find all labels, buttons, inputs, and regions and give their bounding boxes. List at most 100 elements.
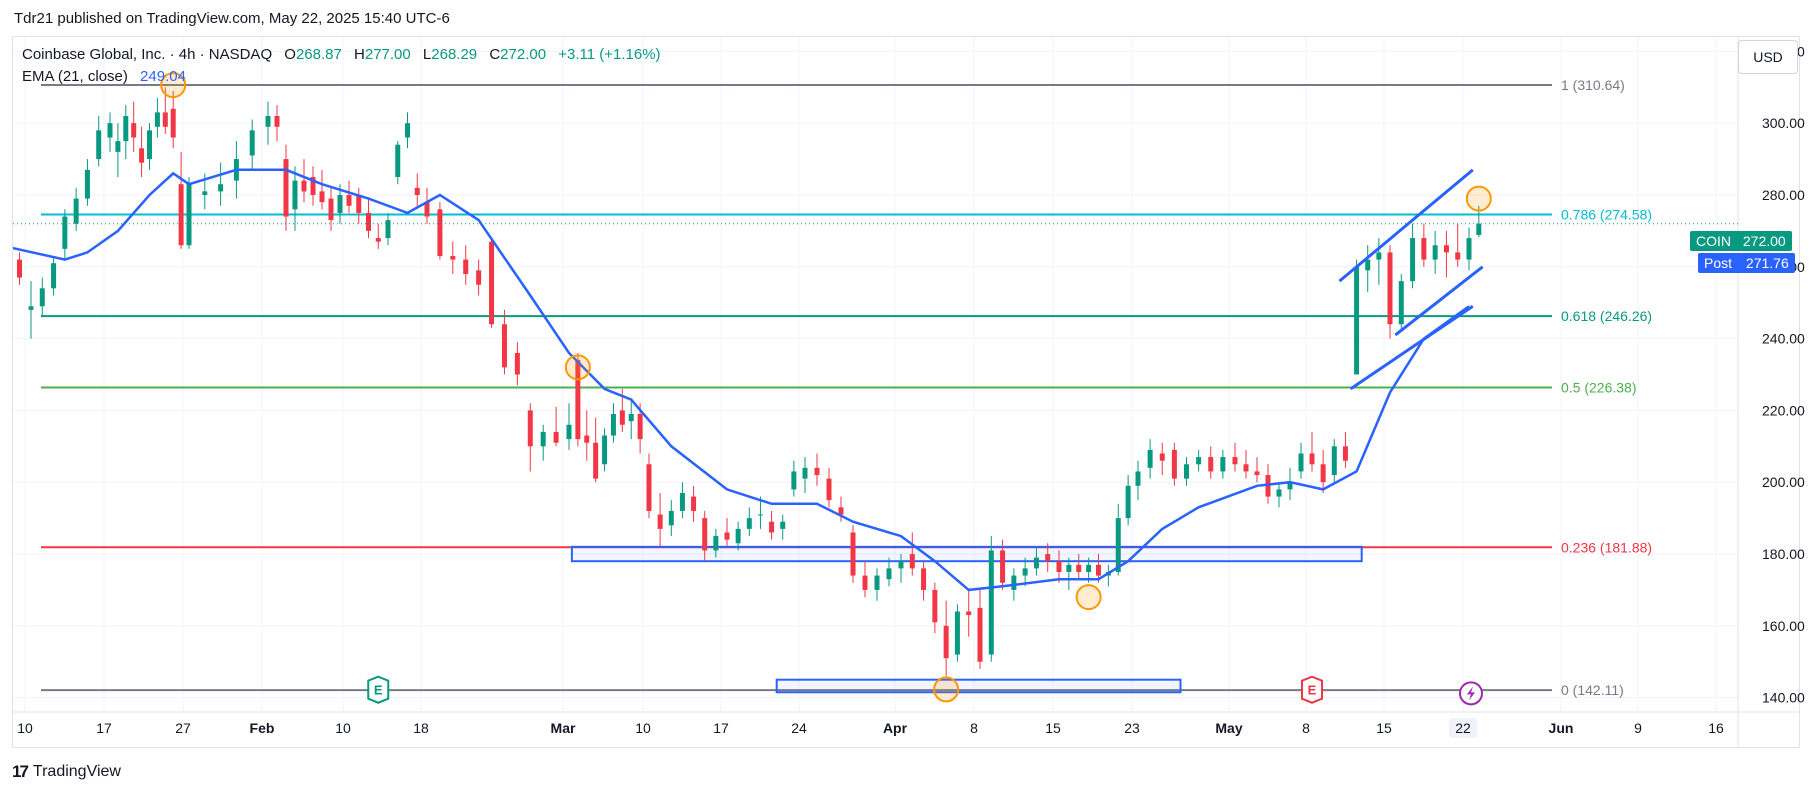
legend-ohlc-row: Coinbase Global, Inc. · 4h · NASDAQ O268… (22, 44, 661, 66)
candle-body (1196, 457, 1202, 465)
candle-body (802, 467, 808, 479)
candle-body (292, 180, 298, 210)
candle-body (489, 241, 495, 325)
time-tick-label: 27 (175, 720, 191, 736)
candle-body (593, 442, 599, 479)
candle-body (1331, 446, 1337, 476)
ema-line (13, 168, 1470, 592)
footer-brand[interactable]: 17 TradingView (12, 762, 121, 782)
price-tick-label: 280.00 (1762, 187, 1805, 203)
candle-body (1159, 453, 1165, 461)
legend-ema-label: EMA (21, close) (22, 68, 128, 85)
candle-body (375, 238, 381, 242)
candle-body (1298, 453, 1304, 472)
publish-header: Tdr21 published on TradingView.com, May … (14, 10, 450, 27)
candle-body (62, 216, 68, 249)
time-tick-label: May (1215, 720, 1242, 736)
candle-body (691, 496, 697, 511)
time-tick-label: Mar (551, 720, 576, 736)
candle-body (301, 180, 307, 192)
time-tick-label: 18 (413, 720, 429, 736)
candle-body (646, 464, 652, 511)
time-tick-label: 10 (335, 720, 351, 736)
candle-body (702, 518, 708, 551)
candle-body (826, 478, 832, 501)
candle-body (1096, 564, 1101, 576)
candle-body (791, 471, 797, 490)
symbol-price-tag: COIN 272.00 (1690, 231, 1792, 251)
candle-body (1184, 464, 1189, 479)
lightning-icon-bolt (1467, 686, 1475, 701)
candle-body (162, 112, 168, 127)
candle-body (540, 431, 546, 447)
post-tag-label: Post (1704, 255, 1733, 271)
candle-body (405, 123, 410, 138)
time-axis: 10 17 27 Feb 10 18 Mar 10 17 24 Apr 8 15 23 May 8 15 22 Ju… (17, 718, 1724, 738)
candle-body (463, 259, 469, 274)
grid-lines (13, 37, 1738, 712)
candle-body (337, 194, 343, 213)
time-tick-label: 17 (96, 720, 112, 736)
time-tick-label: 16 (1708, 720, 1724, 736)
candle-body (1476, 223, 1482, 235)
candle-body (310, 177, 316, 195)
candle-body (385, 220, 391, 239)
candle-body (527, 410, 533, 447)
candle-body (1135, 471, 1141, 486)
candle-body (178, 184, 184, 246)
candle-body (1066, 564, 1072, 572)
candle-body (954, 611, 960, 655)
legend-open-label: O (284, 46, 296, 63)
chart-legend: Coinbase Global, Inc. · 4h · NASDAQ O268… (22, 44, 661, 88)
candle-body (319, 191, 325, 203)
price-tick-label: 240.00 (1762, 331, 1805, 347)
candle-body (28, 306, 34, 310)
low-circle-marker (933, 676, 960, 703)
legend-ema-row: EMA (21, close) 249.04 (22, 66, 661, 88)
candle-body (932, 589, 938, 623)
candle-body (6, 260, 11, 264)
candle-body (170, 108, 176, 138)
candle-body (1342, 446, 1348, 461)
tradingview-logo-icon: 17 (12, 762, 29, 781)
candle-body (501, 324, 507, 368)
candle-body (1147, 449, 1153, 468)
candle-body (437, 209, 443, 257)
earnings-event-shape (367, 675, 390, 704)
candle-body (898, 561, 904, 569)
fib-level-label: 0.236 (181.88) (1561, 539, 1652, 555)
currency-button[interactable]: USD (1738, 40, 1798, 74)
candle-body (1115, 518, 1121, 572)
candle-body (1276, 489, 1282, 497)
candle-body (1033, 557, 1039, 569)
candle-body (1086, 564, 1092, 572)
channel-lower-line (1349, 305, 1474, 391)
candle-body (1287, 482, 1293, 490)
candle-body (769, 521, 775, 533)
legend-close: 272.00 (500, 46, 547, 63)
candle-body (1243, 464, 1249, 472)
candle-body (139, 148, 145, 163)
channel-upper-line (1338, 168, 1474, 283)
legend-high: 277.00 (364, 46, 411, 63)
candle-body (1000, 550, 1006, 583)
candle-body (679, 492, 685, 511)
candle-body (450, 256, 456, 260)
earnings-event-label: E (1308, 683, 1317, 698)
fib-level-label: 0.618 (246.26) (1561, 308, 1652, 324)
candle-body (780, 521, 786, 529)
candle-body (202, 191, 208, 195)
channel-mid-line (1394, 265, 1484, 337)
fib-level-label: 0 (142.11) (1561, 682, 1624, 698)
candle-body (1056, 561, 1062, 572)
earnings-event-label: E (374, 683, 383, 698)
target-circle-marker (1465, 185, 1492, 212)
price-tick-label: 180.00 (1762, 546, 1805, 562)
fib-level-label: 0.786 (274.58) (1561, 206, 1652, 222)
plot-area: 1 (310.64) 0.786 (274.58) 0.618 (246.26) 0.… (6, 72, 1738, 706)
candle-body (1254, 471, 1260, 476)
candle-body (84, 169, 90, 199)
candle-body (988, 550, 994, 655)
footer-brand-text: TradingView (32, 763, 121, 780)
